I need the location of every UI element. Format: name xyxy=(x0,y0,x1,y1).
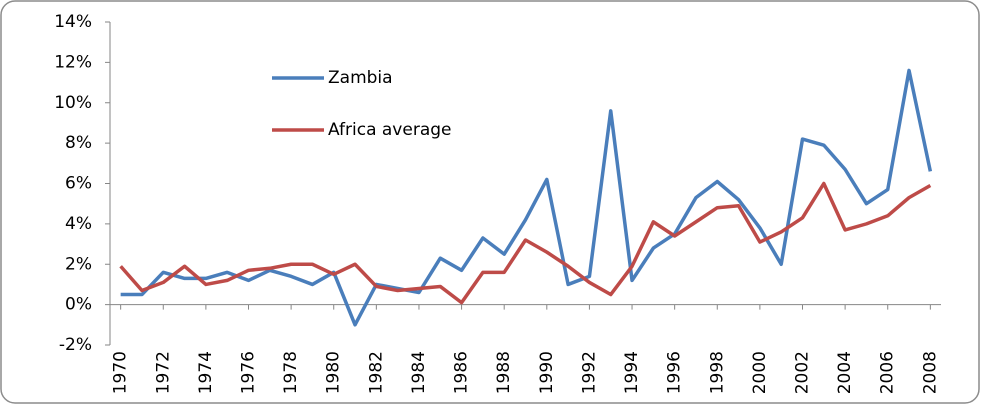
y-tick-label: 2% xyxy=(65,254,92,274)
y-tick-label: 12% xyxy=(54,52,92,72)
x-tick-label: 1984 xyxy=(409,351,429,394)
x-tick-label: 1996 xyxy=(665,351,685,394)
y-tick-label: -2% xyxy=(59,335,92,355)
legend-label: Africa average xyxy=(328,120,451,140)
x-tick-label: 2000 xyxy=(750,351,770,394)
x-tick-label: 1994 xyxy=(622,351,642,394)
x-tick-label: 1980 xyxy=(324,351,344,394)
x-tick-label: 1974 xyxy=(196,351,216,394)
y-tick-label: 0% xyxy=(65,295,92,315)
y-tick-label: 6% xyxy=(65,174,92,194)
x-tick-label: 1982 xyxy=(366,351,386,394)
x-tick-label: 1988 xyxy=(494,351,514,394)
y-tick-label: 8% xyxy=(65,133,92,153)
y-tick-label: 14% xyxy=(54,12,92,32)
x-tick-label: 1978 xyxy=(281,351,301,394)
x-tick-label: 1990 xyxy=(537,351,557,394)
y-tick-label: 10% xyxy=(54,93,92,113)
line-series xyxy=(119,181,932,305)
x-tick-label: 1986 xyxy=(452,351,472,394)
x-tick-label: 2006 xyxy=(878,351,898,394)
y-tick-label: 4% xyxy=(65,214,92,234)
legend-label: Zambia xyxy=(328,68,393,88)
line-series xyxy=(120,68,933,327)
x-tick-label: 2002 xyxy=(793,351,813,394)
x-tick-label: 1972 xyxy=(153,351,173,394)
x-tick-label: 2004 xyxy=(835,351,855,394)
x-tick-label: 1998 xyxy=(707,351,727,394)
x-tick-label: 1976 xyxy=(239,351,259,394)
x-tick-label: 1992 xyxy=(579,351,599,394)
x-tick-label: 2008 xyxy=(920,351,940,394)
x-tick-label: 1970 xyxy=(111,351,131,394)
